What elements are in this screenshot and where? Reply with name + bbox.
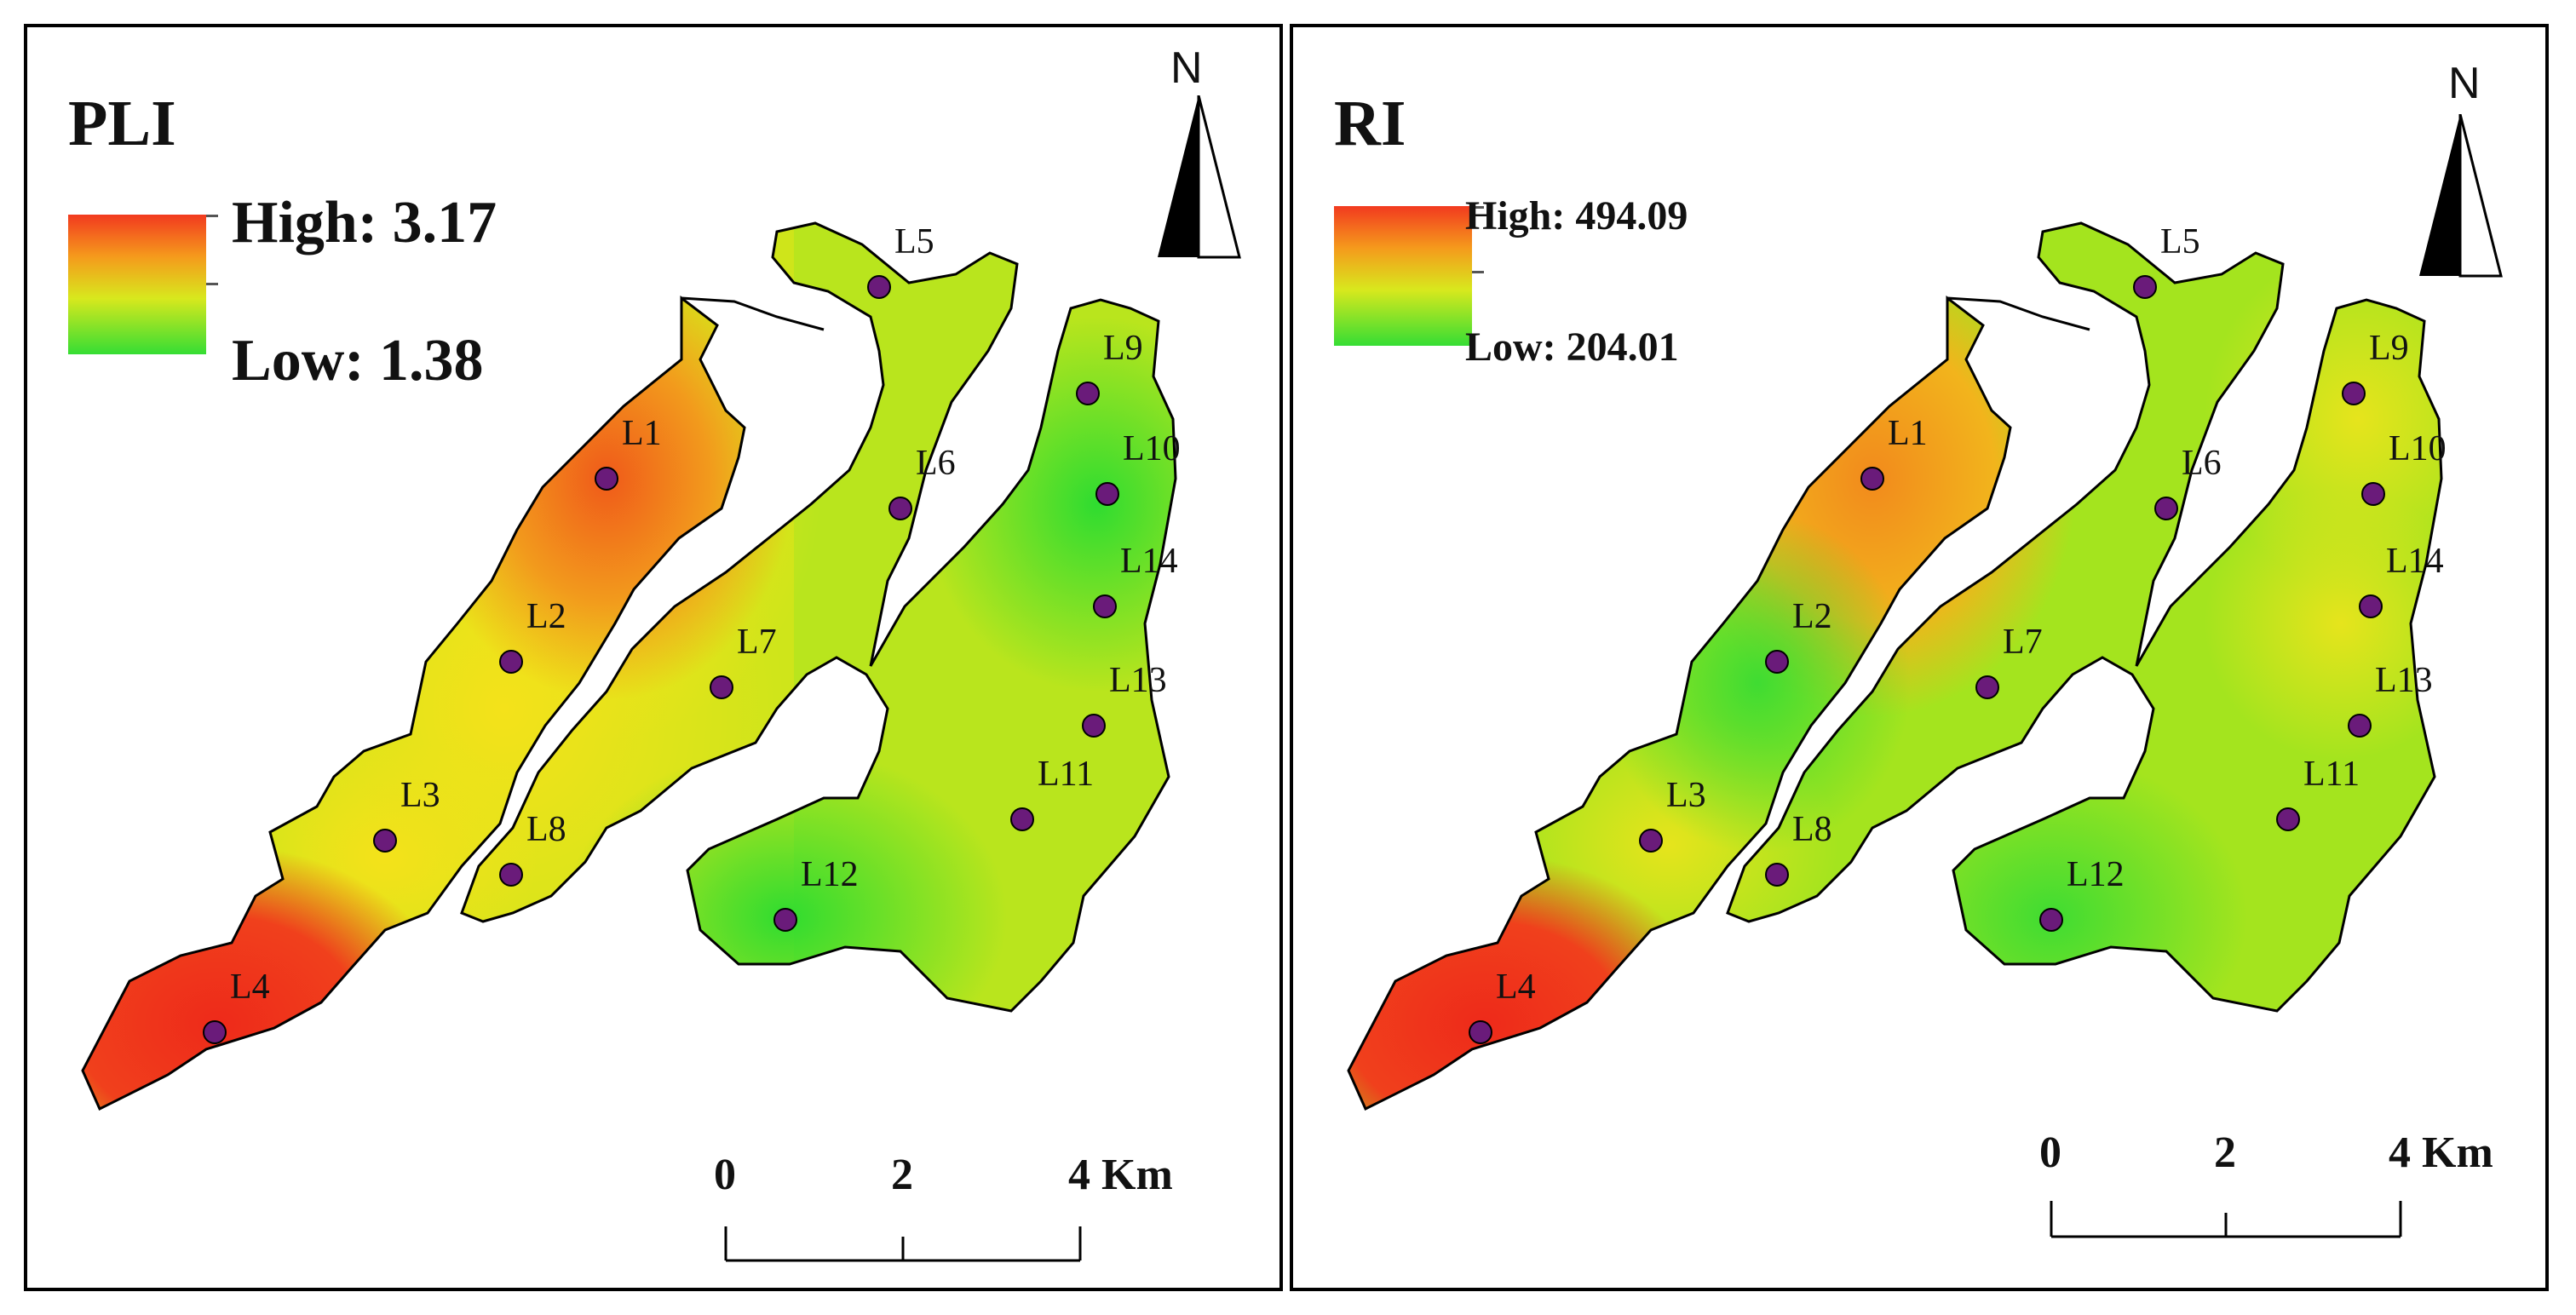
- ri-site-label-l13: L13: [2375, 661, 2433, 700]
- ri-site-label-l1: L1: [1888, 414, 1928, 453]
- ri-site-label-l9: L9: [2369, 329, 2409, 368]
- pli-site-label-l12: L12: [801, 855, 859, 894]
- ri-north-label: N: [2448, 59, 2481, 108]
- ri-site-label-l6: L6: [2182, 444, 2222, 483]
- ri-site-label-l8: L8: [1792, 810, 1832, 849]
- pli-site-marker-l9: [1076, 382, 1100, 405]
- ri-site-marker-l2: [1765, 650, 1789, 674]
- ri-site-label-l10: L10: [2389, 429, 2447, 468]
- ri-site-marker-l10: [2361, 482, 2385, 506]
- pli-north-arrow-icon: [1158, 95, 1241, 259]
- ri-sample-sites: L1 L2 L3 L4 L5 L6 L7 L8 L9 L10 L11 L12 L13 L14: [1469, 222, 2447, 1044]
- pli-site-label-l9: L9: [1103, 329, 1143, 368]
- pli-site-marker-l3: [373, 829, 397, 853]
- ri-scale-bar: [2050, 1201, 2402, 1238]
- pli-scale-label-0: 0: [714, 1151, 736, 1199]
- ri-legend-high: High: 494.09: [1465, 193, 1688, 238]
- ri-legend-tick-mid: [1472, 271, 1484, 273]
- pli-site-label-l10: L10: [1123, 429, 1181, 468]
- pli-legend-tick-mid: [206, 283, 218, 285]
- pli-scale-label-2: 2: [891, 1151, 913, 1199]
- pli-site-marker-l1: [595, 467, 618, 491]
- ri-site-marker-l7: [1975, 675, 1999, 699]
- pli-scale-label-4: 4 Km: [1068, 1151, 1173, 1199]
- pli-site-marker-l11: [1010, 807, 1034, 831]
- pli-map-panel: L1 L2 L3 L4 L5 L6 L7 L8 L9 L10 L11 L12 L13 L14 PLI Hi…: [24, 24, 1283, 1291]
- ri-site-marker-l1: [1860, 467, 1884, 491]
- pli-site-label-l13: L13: [1109, 661, 1167, 700]
- ri-site-marker-l5: [2133, 275, 2157, 299]
- pli-site-label-l14: L14: [1120, 542, 1178, 581]
- pli-north-label: N: [1170, 43, 1203, 93]
- pli-site-marker-l10: [1095, 482, 1119, 506]
- ri-site-marker-l9: [2342, 382, 2366, 405]
- pli-site-label-l3: L3: [400, 776, 440, 815]
- ri-map: L1 L2 L3 L4 L5 L6 L7 L8 L9 L10 L11 L12 L13 L14: [1347, 221, 2447, 1238]
- pli-site-label-l5: L5: [894, 222, 934, 261]
- pli-site-label-l2: L2: [526, 597, 566, 636]
- ri-legend-color-ramp: [1334, 206, 1472, 346]
- ri-site-label-l12: L12: [2067, 855, 2125, 894]
- ri-site-label-l3: L3: [1666, 776, 1706, 815]
- pli-site-marker-l13: [1082, 714, 1106, 738]
- pli-legend-color-ramp: [68, 215, 206, 354]
- ri-scale-label-2: 2: [2214, 1128, 2236, 1177]
- pli-map: L1 L2 L3 L4 L5 L6 L7 L8 L9 L10 L11 L12 L13 L14: [81, 221, 1181, 1262]
- pli-site-marker-l7: [710, 675, 733, 699]
- ri-site-marker-l3: [1639, 829, 1663, 853]
- ri-site-marker-l4: [1469, 1020, 1492, 1044]
- ri-title: RI: [1334, 88, 1406, 159]
- ri-scale-label-4: 4 Km: [2389, 1128, 2493, 1177]
- pli-site-label-l11: L11: [1038, 755, 1094, 794]
- ri-site-label-l2: L2: [1792, 597, 1832, 636]
- ri-legend-low: Low: 204.01: [1465, 324, 1679, 370]
- ri-site-marker-l12: [2039, 908, 2063, 932]
- pli-legend-low: Low: 1.38: [232, 328, 484, 393]
- pli-site-marker-l12: [773, 908, 797, 932]
- pli-site-label-l8: L8: [526, 810, 566, 849]
- pli-site-marker-l5: [867, 275, 891, 299]
- ri-map-panel: L1 L2 L3 L4 L5 L6 L7 L8 L9 L10 L11 L12 L13 L14 RI Hig…: [1290, 24, 2549, 1291]
- pli-scale-bar: [724, 1226, 1082, 1262]
- ri-north-arrow-icon: [2419, 114, 2503, 278]
- ri-site-label-l7: L7: [2003, 623, 2043, 662]
- ri-site-marker-l11: [2276, 807, 2300, 831]
- pli-site-marker-l14: [1093, 594, 1117, 618]
- ri-site-marker-l8: [1765, 863, 1789, 887]
- pli-legend-tick-high: [206, 215, 218, 217]
- ri-site-marker-l13: [2348, 714, 2372, 738]
- pli-site-label-l6: L6: [916, 444, 956, 483]
- ri-site-marker-l14: [2359, 594, 2383, 618]
- ri-legend-tick-high: [1472, 206, 1484, 209]
- pli-title: PLI: [68, 88, 176, 159]
- pli-site-label-l4: L4: [230, 968, 270, 1007]
- ri-site-label-l4: L4: [1496, 968, 1536, 1007]
- pli-site-label-l1: L1: [622, 414, 662, 453]
- pli-site-marker-l2: [499, 650, 523, 674]
- ri-site-marker-l6: [2154, 497, 2178, 520]
- ri-scale-label-0: 0: [2039, 1128, 2061, 1177]
- ri-site-label-l11: L11: [2303, 755, 2360, 794]
- pli-site-marker-l4: [203, 1020, 227, 1044]
- pli-sample-sites: L1 L2 L3 L4 L5 L6 L7 L8 L9 L10 L11 L12 L13 L14: [203, 222, 1181, 1044]
- ri-site-label-l14: L14: [2386, 542, 2444, 581]
- pli-site-label-l7: L7: [737, 623, 777, 662]
- pli-site-marker-l6: [888, 497, 912, 520]
- ri-site-label-l5: L5: [2160, 222, 2200, 261]
- pli-legend-high: High: 3.17: [232, 190, 497, 256]
- pli-site-marker-l8: [499, 863, 523, 887]
